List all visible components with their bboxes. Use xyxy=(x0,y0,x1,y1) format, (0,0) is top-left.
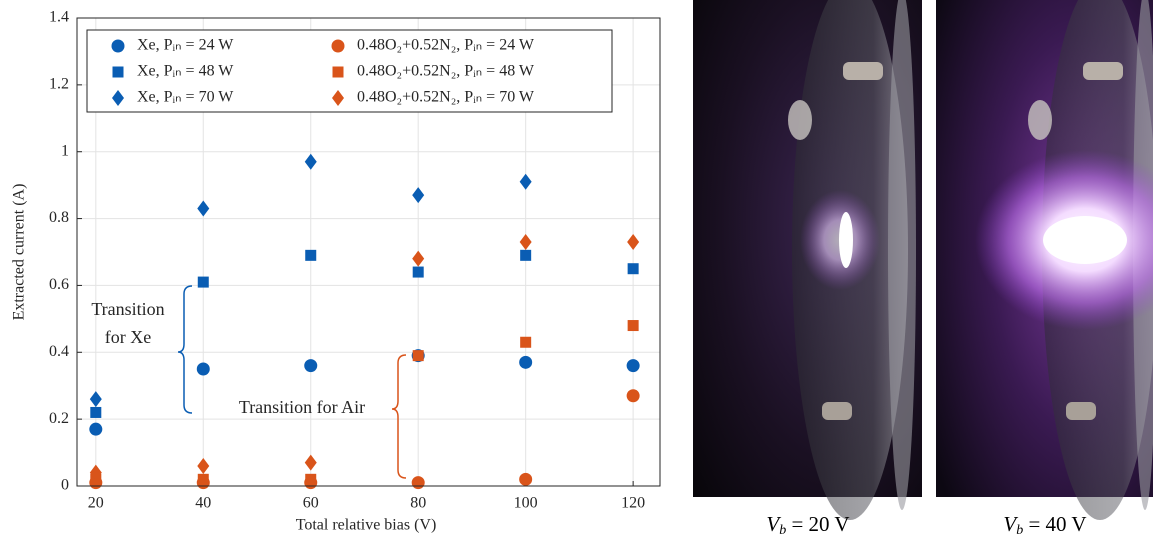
annotation: Transition xyxy=(91,299,164,319)
y-tick-label: 0.4 xyxy=(49,343,69,360)
legend-label: Xe, Pᵢₙ = 48 W xyxy=(137,63,234,80)
marker xyxy=(111,39,125,53)
plot-area xyxy=(89,153,640,490)
marker xyxy=(331,39,345,53)
marker xyxy=(519,173,532,190)
caption: Vb = 40 V xyxy=(1003,512,1086,538)
caption-text: = 40 V xyxy=(1023,512,1086,536)
marker xyxy=(332,66,344,78)
marker xyxy=(520,249,532,261)
y-tick-label: 0 xyxy=(61,477,69,494)
marker xyxy=(519,472,533,486)
marker xyxy=(197,457,210,474)
caption-symbol: V xyxy=(1003,512,1018,536)
annotation: Transition for Air xyxy=(239,397,365,417)
caption-text: = 20 V xyxy=(786,512,849,536)
marker xyxy=(305,473,317,485)
marker xyxy=(89,391,102,408)
legend-label: Xe, Pᵢₙ = 24 W xyxy=(137,37,234,54)
caption-subscript: b xyxy=(1016,523,1023,538)
marker xyxy=(197,200,210,217)
marker xyxy=(89,464,102,481)
y-tick-label: 0.6 xyxy=(49,276,69,293)
caption-subscript: b xyxy=(779,523,786,538)
legend-label: 0.48O₂+0.52N₂, Pᵢₙ = 70 W xyxy=(357,89,535,106)
marker xyxy=(519,233,532,250)
axes-box xyxy=(76,17,661,487)
caption: Vb = 20 V xyxy=(766,512,849,538)
marker xyxy=(304,454,317,471)
marker xyxy=(519,355,533,369)
marker xyxy=(412,350,424,362)
marker xyxy=(112,66,124,78)
x-tick-label: 100 xyxy=(514,495,538,512)
marker xyxy=(304,359,318,373)
marker xyxy=(626,389,640,403)
marker xyxy=(332,90,344,106)
marker xyxy=(90,406,102,418)
y-tick-label: 1 xyxy=(61,142,69,159)
marker xyxy=(412,187,425,204)
legend-label: 0.48O₂+0.52N₂, Pᵢₙ = 24 W xyxy=(357,37,535,54)
caption-symbol: V xyxy=(766,512,781,536)
x-axis-label: Total relative bias (V) xyxy=(296,517,437,534)
legend: Xe, Pᵢₙ = 24 W Xe, Pᵢₙ = 48 W Xe, Pᵢₙ = 70… xyxy=(86,29,613,113)
y-tick-label: 1.2 xyxy=(49,76,69,93)
marker xyxy=(626,359,640,373)
marker xyxy=(304,153,317,170)
marker xyxy=(305,249,317,261)
x-tick-label: 120 xyxy=(621,495,645,512)
marker xyxy=(520,336,532,348)
x-tick-label: 40 xyxy=(195,495,211,512)
y-tick-label: 0.8 xyxy=(49,209,69,226)
marker xyxy=(412,266,424,278)
legend-label: 0.48O₂+0.52N₂, Pᵢₙ = 48 W xyxy=(357,63,535,80)
y-tick-label: 1.4 xyxy=(49,9,69,26)
annotation: for Xe xyxy=(105,327,151,347)
marker xyxy=(412,250,425,267)
x-tick-label: 20 xyxy=(88,495,104,512)
legend-label: Xe, Pᵢₙ = 70 W xyxy=(137,89,234,106)
y-axis-label: Extracted current (A) xyxy=(11,184,28,321)
photo xyxy=(693,0,922,520)
marker xyxy=(627,263,639,275)
photo xyxy=(936,0,1153,520)
x-tick-label: 60 xyxy=(303,495,319,512)
marker xyxy=(411,476,425,490)
marker xyxy=(627,233,640,250)
marker xyxy=(627,320,639,332)
y-tick-label: 0.2 xyxy=(49,410,69,427)
brace xyxy=(177,285,193,414)
marker xyxy=(89,422,103,436)
brace xyxy=(391,354,407,479)
marker xyxy=(197,473,209,485)
x-tick-label: 80 xyxy=(410,495,426,512)
marker xyxy=(196,362,210,376)
marker xyxy=(112,90,124,106)
marker xyxy=(197,276,209,288)
